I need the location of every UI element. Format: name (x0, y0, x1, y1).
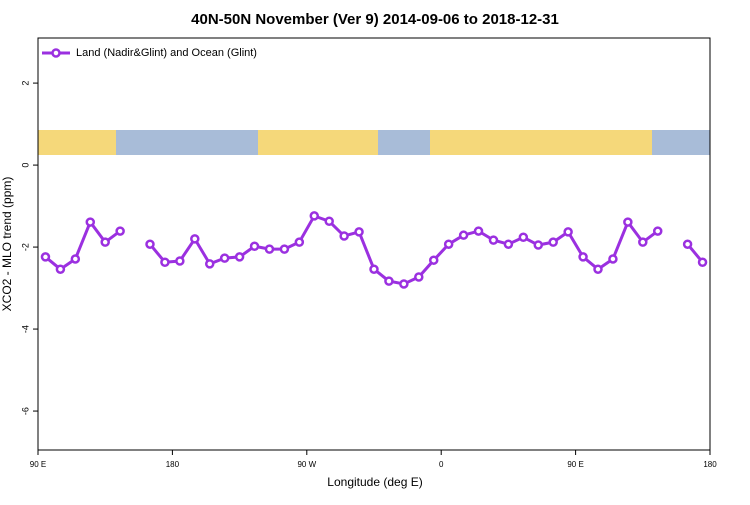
data-point (563, 227, 573, 237)
data-point (294, 237, 305, 247)
data-point (503, 239, 514, 249)
data-point (279, 244, 290, 254)
x-tick-label: 180 (703, 460, 717, 469)
x-tick-label: 0 (439, 460, 444, 469)
data-point (533, 240, 544, 250)
data-point (204, 259, 215, 269)
data-point (115, 226, 125, 236)
chart-title: 40N-50N November (Ver 9) 2014-09-06 to 2… (191, 11, 559, 28)
data-point (354, 227, 364, 237)
legend-marker (51, 48, 61, 58)
x-tick-label: 90 E (30, 460, 46, 469)
data-point (697, 257, 708, 267)
x-axis-label: Longitude (deg E) (327, 475, 422, 489)
data-point (100, 237, 110, 247)
data-point (593, 264, 603, 274)
data-point (652, 226, 663, 236)
data-point (638, 237, 648, 247)
data-point (40, 252, 51, 262)
data-point (682, 239, 693, 249)
data-point (369, 264, 379, 274)
data-point (234, 252, 245, 262)
y-tick-label: -2 (20, 243, 30, 251)
data-point (219, 253, 230, 263)
data-point (473, 226, 484, 236)
x-tick-label: 180 (166, 460, 180, 469)
y-tick-label: 0 (20, 163, 30, 168)
x-tick-label: 90 E (567, 460, 583, 469)
data-point (428, 255, 439, 265)
data-point (548, 237, 558, 247)
legend-label: Land (Nadir&Glint) and Ocean (Glint) (76, 47, 257, 59)
map-band (38, 130, 710, 155)
data-point (488, 235, 499, 245)
data-point (414, 272, 424, 282)
data-point (518, 232, 529, 242)
data-point (399, 279, 409, 289)
data-point (55, 264, 66, 274)
plot-frame (37, 37, 711, 451)
data-point (324, 216, 334, 226)
data-point (458, 230, 469, 240)
data-point (384, 276, 394, 286)
data-point (578, 252, 588, 262)
data-point (249, 241, 260, 252)
data-point (175, 256, 185, 266)
x-tick-label: 90 W (297, 460, 316, 469)
data-point (145, 239, 155, 249)
data-point (160, 257, 170, 267)
data-point (623, 217, 633, 227)
data-point (85, 217, 96, 227)
data-point (70, 254, 81, 264)
y-tick-label: 2 (20, 81, 30, 86)
data-point (339, 231, 349, 241)
data-point (264, 244, 275, 254)
data-point (608, 254, 618, 264)
y-axis-label: XCO2 - MLO trend (ppm) (0, 177, 14, 312)
data-point (443, 239, 454, 249)
data-point (190, 234, 200, 244)
y-tick-label: -4 (20, 325, 30, 333)
data-point (309, 211, 320, 221)
y-tick-label: -6 (20, 407, 30, 415)
